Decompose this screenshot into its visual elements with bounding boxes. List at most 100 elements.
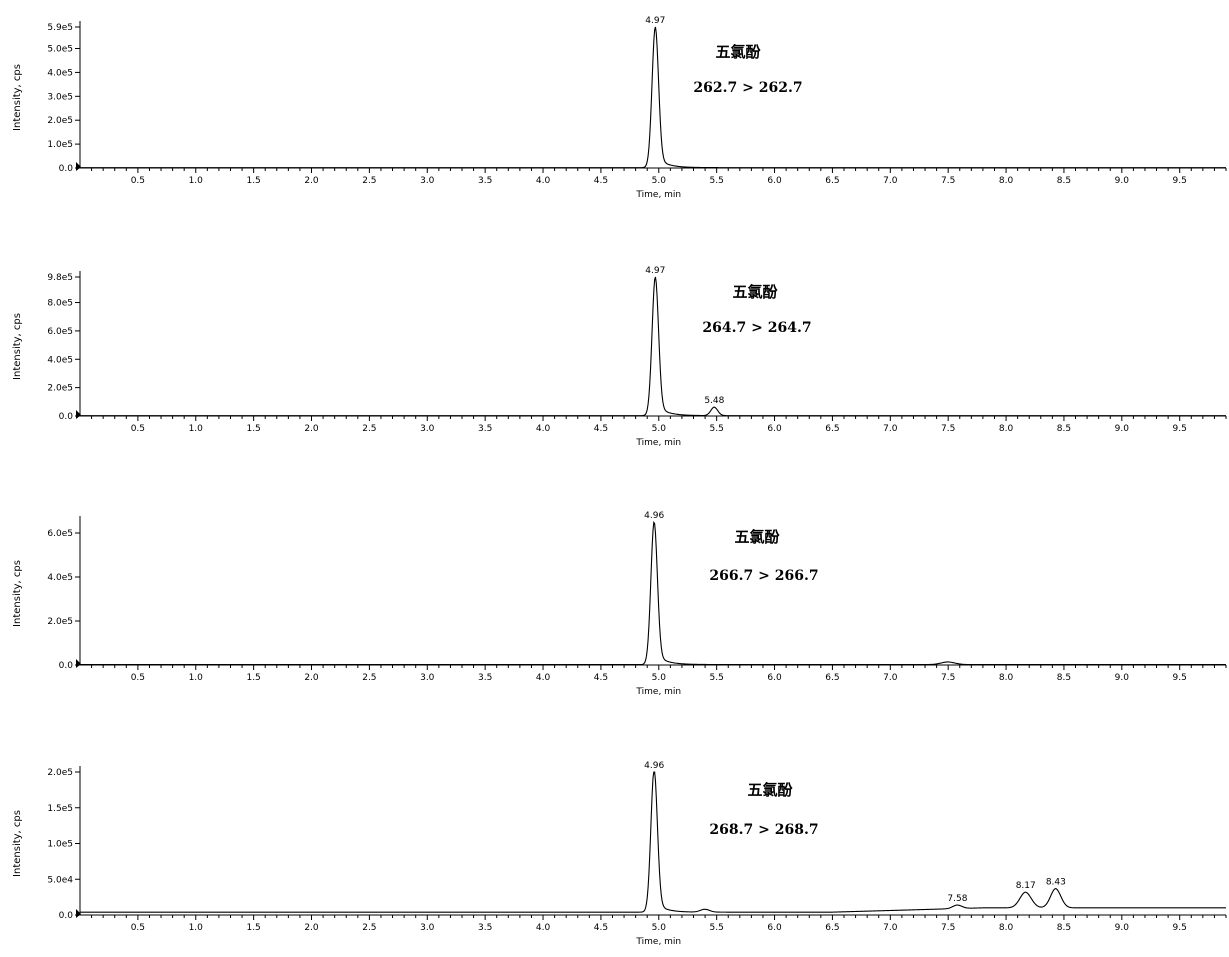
- x-tick-label: 5.0: [652, 673, 667, 683]
- x-tick-label: 7.5: [941, 424, 955, 434]
- y-tick-label: 2.0e5: [47, 116, 73, 126]
- chromatogram-panel-3: Intensity, cps 0.0 2.0e5 4.0e5 6.0e5 0.5 1.0 1.…: [12, 511, 1227, 697]
- x-tick-label: 7.0: [883, 176, 898, 186]
- x-axis-label: Time, min: [635, 687, 681, 697]
- y-tick-label: 0.0: [59, 661, 74, 671]
- x-tick-label: 1.5: [246, 923, 260, 933]
- y-tick-label: 0.0: [59, 164, 74, 174]
- peak-label: 8.17: [1016, 881, 1036, 891]
- x-tick-label: 2.0: [304, 176, 319, 186]
- x-tick-label: 3.5: [478, 424, 492, 434]
- x-tick-label: 2.0: [304, 923, 319, 933]
- compound-name: 五氯酚: [715, 43, 761, 61]
- y-tick-label: 2.0e5: [47, 617, 73, 627]
- y-axis-label: Intensity, cps: [12, 64, 23, 131]
- x-axis-label: Time, min: [635, 190, 681, 200]
- y-tick-label: 1.5e5: [47, 804, 73, 814]
- x-tick-label: 6.5: [825, 424, 839, 434]
- x-tick-label: 7.5: [941, 673, 955, 683]
- x-tick-label: 2.5: [362, 673, 376, 683]
- x-tick-label: 7.0: [883, 673, 898, 683]
- x-tick-label: 8.5: [1057, 424, 1071, 434]
- x-tick-label: 0.5: [131, 176, 145, 186]
- y-axis-label: Intensity, cps: [12, 810, 23, 877]
- x-tick-label: 6.0: [767, 424, 782, 434]
- y-tick-label: 8.0e5: [47, 299, 73, 309]
- y-tick-label: 0.0: [59, 911, 74, 921]
- y-tick-label: 4.0e5: [47, 355, 73, 365]
- x-tick-label: 4.0: [536, 673, 551, 683]
- mrm-transition: 262.7 > 262.7: [693, 80, 802, 96]
- x-tick-label: 2.5: [362, 923, 376, 933]
- y-tick-label: 2.0e5: [47, 768, 73, 778]
- x-tick-label: 9.5: [1173, 673, 1187, 683]
- x-tick-label: 9.0: [1115, 176, 1130, 186]
- x-tick-label: 1.0: [189, 673, 204, 683]
- x-axis-label: Time, min: [635, 438, 681, 448]
- y-axis-label: Intensity, cps: [12, 313, 23, 380]
- y-axis-label: Intensity, cps: [12, 560, 23, 627]
- x-tick-label: 8.0: [999, 176, 1014, 186]
- x-tick-label: 6.5: [825, 923, 839, 933]
- peak-label: 4.96: [644, 511, 664, 521]
- x-tick-label: 5.5: [710, 923, 724, 933]
- x-tick-label: 5.5: [710, 673, 724, 683]
- x-tick-label: 1.0: [189, 923, 204, 933]
- x-tick-label: 0.5: [131, 424, 145, 434]
- x-tick-label: 5.0: [652, 923, 667, 933]
- y-tick-label: 1.0e5: [47, 140, 73, 150]
- x-tick-label: 9.5: [1173, 424, 1187, 434]
- zero-marker-icon: [76, 410, 81, 419]
- chromatogram-trace: [80, 26, 1226, 169]
- x-tick-label: 1.0: [189, 176, 204, 186]
- chromatogram-panel-4: Intensity, cps 0.0 5.0e4 1.0e5 1.5e5 2.0e5 0.5…: [12, 761, 1227, 947]
- x-tick-label: 3.0: [420, 176, 435, 186]
- x-tick-label: 6.0: [767, 923, 782, 933]
- x-tick-label: 7.0: [883, 923, 898, 933]
- x-tick-label: 0.5: [131, 923, 145, 933]
- chromatogram-panel-1: Intensity, cps 0.0 1.0e5 2.0e5 3.0e5 4.0e5 5.0…: [12, 16, 1227, 200]
- chromatogram-panel-2: Intensity, cps 0.0 2.0e5 4.0e5 6.0e5 8.0e5 9.8…: [12, 266, 1227, 448]
- compound-name: 五氯酚: [732, 283, 778, 301]
- x-tick-label: 3.5: [478, 176, 492, 186]
- mrm-transition: 268.7 > 268.7: [709, 822, 818, 838]
- y-tick-label: 5.0e5: [47, 45, 73, 55]
- x-tick-label: 4.5: [594, 923, 608, 933]
- x-tick-label: 2.5: [362, 424, 376, 434]
- chromatogram-trace: [80, 771, 1226, 913]
- y-tick-label: 9.8e5: [47, 273, 73, 283]
- y-tick-label: 5.0e4: [47, 875, 73, 885]
- x-tick-label: 1.5: [246, 673, 260, 683]
- x-tick-label: 6.5: [825, 176, 839, 186]
- x-tick-label: 7.5: [941, 923, 955, 933]
- x-tick-label: 9.5: [1173, 923, 1187, 933]
- x-tick-label: 4.0: [536, 923, 551, 933]
- x-tick-label: 8.5: [1057, 923, 1071, 933]
- x-tick-label: 5.0: [652, 176, 667, 186]
- x-tick-label: 3.0: [420, 923, 435, 933]
- x-tick-label: 0.5: [131, 673, 145, 683]
- x-tick-label: 8.5: [1057, 176, 1071, 186]
- x-tick-label: 1.5: [246, 176, 260, 186]
- x-tick-label: 6.0: [767, 673, 782, 683]
- x-tick-label: 4.5: [594, 424, 608, 434]
- x-tick-label: 8.0: [999, 923, 1014, 933]
- x-tick-label: 4.0: [536, 176, 551, 186]
- y-tick-label: 2.0e5: [47, 384, 73, 394]
- peak-label: 4.97: [645, 266, 665, 276]
- x-tick-label: 6.0: [767, 176, 782, 186]
- x-tick-label: 2.0: [304, 673, 319, 683]
- mrm-transition: 264.7 > 264.7: [702, 320, 811, 336]
- x-tick-label: 4.5: [594, 673, 608, 683]
- x-tick-label: 1.0: [189, 424, 204, 434]
- x-tick-label: 8.0: [999, 673, 1014, 683]
- x-axis-label: Time, min: [635, 937, 681, 947]
- chromatogram-trace: [80, 276, 1226, 417]
- y-tick-label: 3.0e5: [47, 92, 73, 102]
- x-tick-label: 2.0: [304, 424, 319, 434]
- peak-label: 7.58: [947, 894, 967, 904]
- y-tick-label: 4.0e5: [47, 573, 73, 583]
- x-tick-label: 7.0: [883, 424, 898, 434]
